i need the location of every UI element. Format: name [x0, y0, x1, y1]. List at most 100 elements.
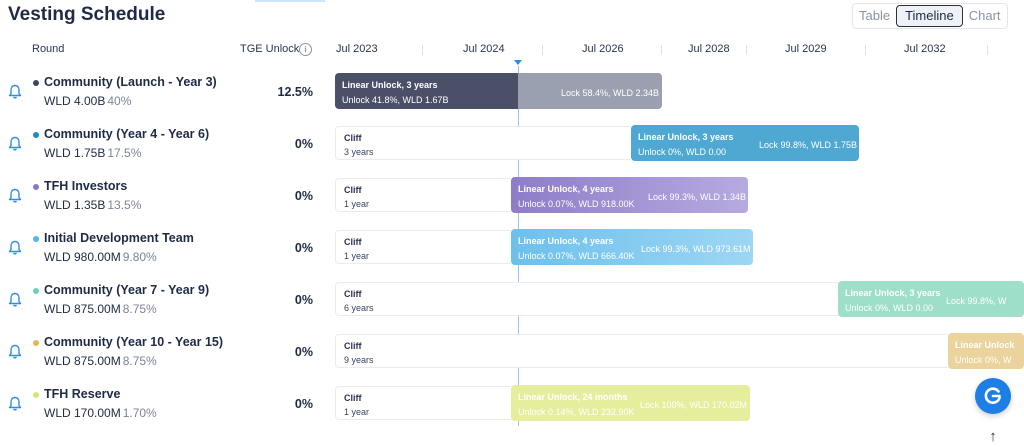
vesting-row: Community (Year 10 - Year 15) WLD 875.00M…	[0, 330, 1024, 382]
scroll-to-top-button[interactable]: ↑	[989, 428, 997, 445]
round-name[interactable]: TFH Investors	[44, 179, 128, 193]
round-name[interactable]: Initial Development Team	[44, 231, 194, 245]
unlock-title: Linear Unlock, 4 years	[518, 236, 614, 246]
vesting-row: Initial Development Team WLD 980.00M 9.80%…	[0, 226, 1024, 278]
cliff-segment[interactable]: Cliff 6 years	[335, 282, 838, 316]
round-name[interactable]: Community (Launch - Year 3)	[44, 75, 217, 89]
cliff-title: Cliff	[344, 185, 362, 195]
bell-icon[interactable]	[8, 396, 22, 412]
axis-tick	[661, 45, 662, 55]
cliff-title: Cliff	[344, 133, 362, 143]
unlock-title: Linear Unlock, 4 years	[518, 184, 614, 194]
unlock-amount: Unlock 0%, W	[955, 355, 1012, 365]
lock-amount: Lock 99.8%, W	[946, 296, 1007, 306]
tge-unlock-value: 0%	[294, 189, 313, 203]
info-icon[interactable]: i	[299, 43, 312, 56]
bell-icon[interactable]	[8, 344, 22, 360]
vesting-row: Community (Year 4 - Year 6) WLD 1.75B 17.5…	[0, 122, 1024, 174]
bell-icon[interactable]	[8, 292, 22, 308]
tge-unlock-value: 0%	[294, 137, 313, 151]
tab-timeline[interactable]: Timeline	[896, 5, 963, 27]
unlock-amount: Unlock 0.07%, WLD 918.00K	[518, 199, 635, 209]
round-amount: WLD 980.00M 9.80%	[44, 250, 157, 264]
round-color-dot	[33, 392, 39, 398]
unlock-title: Linear Unlock	[955, 340, 1015, 350]
round-name[interactable]: Community (Year 4 - Year 6)	[44, 127, 210, 141]
assistant-button[interactable]	[975, 378, 1011, 414]
round-name[interactable]: Community (Year 7 - Year 9)	[44, 283, 210, 297]
unlock-amount: Unlock 0%, WLD 0.00	[845, 303, 934, 313]
cliff-duration: 1 year	[344, 251, 370, 261]
linear-unlock-bar[interactable]: Linear Unlock, 3 years Unlock 41.8%, WLD …	[335, 73, 662, 109]
cliff-segment[interactable]: Cliff 3 years	[335, 126, 631, 160]
cliff-segment[interactable]: Cliff 1 year	[335, 230, 511, 264]
tge-unlock-value: 0%	[294, 345, 313, 359]
vesting-row: Community (Launch - Year 3) WLD 4.00B 40% 1…	[0, 70, 1024, 122]
bell-icon[interactable]	[8, 84, 22, 100]
lock-amount: Lock 99.8%, WLD 1.75B	[759, 140, 858, 150]
cliff-title: Cliff	[344, 289, 362, 299]
tab-table[interactable]: Table	[859, 8, 891, 23]
round-color-dot	[33, 132, 39, 138]
unlock-title: Linear Unlock, 3 years	[845, 288, 941, 298]
round-color-dot	[33, 288, 39, 294]
linear-unlock-bar[interactable]: Linear Unlock, 3 years Unlock 0%, WLD 0.0…	[631, 125, 859, 161]
axis-tick	[746, 45, 747, 55]
lock-amount: Lock 99.3%, WLD 1.34B	[648, 192, 747, 202]
top-accent-line	[255, 0, 325, 2]
linear-unlock-bar[interactable]: Linear Unlock, 24 months Unlock 0.14%, WL…	[511, 385, 750, 421]
vesting-row: TFH Reserve WLD 170.00M 1.70% 0%	[0, 382, 1024, 434]
page-title: Vesting Schedule	[8, 4, 166, 25]
round-column-header: Round	[32, 43, 65, 55]
round-color-dot	[33, 184, 39, 190]
unlock-amount: Unlock 0.14%, WLD 232.90K	[518, 407, 635, 417]
round-name[interactable]: Community (Year 10 - Year 15)	[44, 335, 224, 349]
round-amount: WLD 170.00M 1.70%	[44, 406, 157, 420]
cliff-duration: 1 year	[344, 199, 370, 209]
unlock-amount: Unlock 0.07%, WLD 666.40K	[518, 251, 635, 261]
tge-unlock-value: 0%	[294, 241, 313, 255]
bell-icon[interactable]	[8, 240, 22, 256]
cliff-segment[interactable]: Cliff 1 year	[335, 178, 511, 212]
lock-amount: Lock 99.3%, WLD 973.61M	[641, 244, 751, 254]
cliff-duration: 6 years	[344, 303, 374, 313]
unlock-amount: Unlock 41.8%, WLD 1.67B	[342, 95, 449, 105]
cliff-title: Cliff	[344, 341, 362, 351]
cliff-segment[interactable]: Cliff 1 year	[335, 386, 511, 420]
round-color-dot	[33, 340, 39, 346]
round-name[interactable]: TFH Reserve	[44, 387, 121, 401]
axis-label: Jul 2023	[336, 43, 378, 55]
unlock-title: Linear Unlock, 24 months	[518, 392, 628, 402]
bell-icon[interactable]	[8, 136, 22, 152]
cliff-duration: 3 years	[344, 147, 374, 157]
timeline-axis: Jul 2023 Jul 2024 Jul 2026 Jul 2028 Jul …	[334, 40, 1024, 60]
tge-unlock-column-header: TGE Unlock	[240, 43, 300, 55]
axis-label: Jul 2029	[785, 43, 827, 55]
view-toggle: Table Timeline Chart	[852, 3, 1008, 29]
lock-amount: Lock 58.4%, WLD 2.34B	[561, 88, 660, 98]
tab-chart[interactable]: Chart	[968, 8, 1001, 23]
lock-amount: Lock 100%, WLD 170.02M	[640, 400, 748, 410]
tge-unlock-value: 12.5%	[277, 85, 313, 99]
cliff-duration: 1 year	[344, 407, 370, 417]
vesting-row: Community (Year 7 - Year 9) WLD 875.00M 8.…	[0, 278, 1024, 330]
linear-unlock-bar[interactable]: Linear Unlock, 4 years Unlock 0.07%, WLD …	[511, 229, 753, 265]
axis-tick	[987, 45, 988, 55]
linear-unlock-bar[interactable]: Linear Unlock Unlock 0%, W	[948, 333, 1024, 369]
linear-unlock-bar[interactable]: Linear Unlock, 4 years Unlock 0.07%, WLD …	[511, 177, 748, 213]
round-amount: WLD 1.35B 13.5%	[44, 198, 142, 212]
cliff-segment[interactable]: Cliff 9 years	[335, 334, 948, 368]
axis-tick	[422, 45, 423, 55]
unlock-title: Linear Unlock, 3 years	[638, 132, 734, 142]
axis-label: Jul 2032	[904, 43, 946, 55]
bell-icon[interactable]	[8, 188, 22, 204]
cliff-duration: 9 years	[344, 355, 374, 365]
axis-label: Jul 2026	[582, 43, 624, 55]
today-marker-icon	[514, 60, 522, 65]
tge-unlock-value: 0%	[294, 397, 313, 411]
unlock-title: Linear Unlock, 3 years	[342, 80, 438, 90]
linear-unlock-bar[interactable]: Linear Unlock, 3 years Unlock 0%, WLD 0.0…	[838, 281, 1024, 317]
tge-unlock-value: 0%	[294, 293, 313, 307]
axis-tick	[865, 45, 866, 55]
vesting-row: TFH Investors WLD 1.35B 13.5% 0%	[0, 174, 1024, 226]
